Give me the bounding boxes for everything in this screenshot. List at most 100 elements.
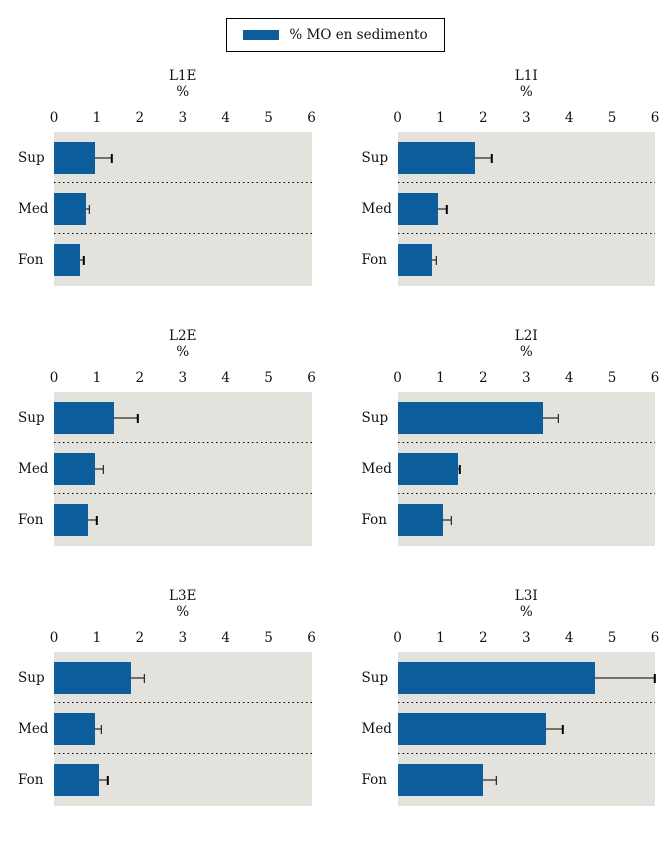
panel-body: Sup Med Fon 0 1 2 3 4 5 6 bbox=[356, 370, 659, 546]
x-tick-label: 3 bbox=[521, 370, 531, 386]
bar-sup bbox=[397, 661, 595, 694]
plot-wrap: 0 1 2 3 4 5 6 bbox=[393, 370, 659, 546]
category-band-fon bbox=[54, 235, 312, 286]
error-bar-cap bbox=[136, 413, 139, 423]
error-bar bbox=[88, 516, 98, 526]
bar-sup bbox=[54, 401, 115, 434]
error-bar bbox=[94, 464, 105, 474]
panel-title: L2E bbox=[169, 328, 197, 344]
panel-body: Sup Med Fon 0 1 2 3 4 5 6 bbox=[356, 110, 659, 286]
x-tick-label: 2 bbox=[479, 110, 488, 126]
category-band-sup bbox=[54, 652, 312, 704]
category-band-sup bbox=[397, 132, 655, 184]
y-axis-labels: Sup Med Fon bbox=[12, 110, 54, 286]
panel-l3i: L3I% Sup Med Fon 0 1 2 3 4 5 6 bbox=[356, 588, 659, 806]
charts-grid: L1E% Sup Med Fon 0 1 2 3 4 5 6 L1I% Sup Med Fon 0 1 2 3 4 5 6… bbox=[0, 62, 671, 806]
category-band-sup bbox=[54, 132, 312, 184]
error-bar-cap bbox=[96, 516, 98, 526]
error-bar bbox=[79, 256, 85, 266]
y-axis-labels: Sup Med Fon bbox=[356, 370, 398, 546]
panel-body: Sup Med Fon 0 1 2 3 4 5 6 bbox=[356, 630, 659, 806]
panel-title: L3E bbox=[169, 588, 197, 604]
category-band-med bbox=[54, 443, 312, 495]
error-bar-cap bbox=[106, 776, 109, 786]
error-bar bbox=[483, 776, 497, 786]
x-tick-label: 5 bbox=[264, 370, 273, 386]
y-axis-label-fon: Fon bbox=[361, 772, 387, 789]
x-tick-label: 4 bbox=[564, 110, 574, 126]
legend: % MO en sedimento bbox=[226, 18, 445, 52]
error-bar-cap bbox=[561, 724, 564, 734]
bar-fon bbox=[397, 764, 484, 797]
x-tick-label: 6 bbox=[307, 370, 316, 386]
x-tick-label: 4 bbox=[221, 110, 230, 126]
y-axis-label-fon: Fon bbox=[18, 512, 44, 529]
error-bar-cap bbox=[100, 724, 102, 734]
y-axis-labels: Sup Med Fon bbox=[356, 110, 398, 286]
y-axis-label-fon: Fon bbox=[18, 772, 44, 789]
x-tick-label: 4 bbox=[564, 630, 574, 646]
x-tick-label: 1 bbox=[92, 630, 102, 646]
y-axis-label-fon: Fon bbox=[18, 252, 44, 269]
x-tick-label: 3 bbox=[521, 110, 531, 126]
category-band-sup bbox=[397, 392, 655, 444]
x-tick-label: 6 bbox=[307, 110, 316, 126]
plot-area bbox=[397, 132, 656, 286]
error-bar-cap bbox=[143, 673, 145, 683]
error-bar bbox=[114, 413, 139, 423]
x-tick-label: 5 bbox=[264, 110, 273, 126]
panel-l2e: L2E% Sup Med Fon 0 1 2 3 4 5 6 bbox=[12, 328, 316, 546]
error-bar-cap bbox=[491, 153, 493, 163]
panel-subtitle: % bbox=[519, 344, 533, 360]
x-tick-label: 5 bbox=[607, 370, 617, 386]
x-tick-label: 5 bbox=[607, 630, 617, 646]
error-bar bbox=[438, 204, 448, 214]
x-tick-label: 4 bbox=[221, 370, 230, 386]
error-bar bbox=[431, 256, 437, 266]
x-tick-label: 1 bbox=[436, 110, 445, 126]
x-tick-label: 2 bbox=[479, 370, 488, 386]
legend-color-swatch bbox=[243, 30, 280, 40]
error-bar bbox=[94, 724, 102, 734]
category-band-med bbox=[397, 703, 655, 755]
error-bar bbox=[94, 153, 113, 163]
category-band-med bbox=[54, 183, 312, 235]
bar-fon bbox=[54, 764, 100, 797]
y-axis-labels: Sup Med Fon bbox=[12, 630, 54, 806]
bar-med bbox=[397, 452, 458, 485]
panel-title: L1E bbox=[169, 68, 197, 84]
error-bar-cap bbox=[495, 776, 497, 786]
category-band-fon bbox=[397, 235, 656, 286]
category-band-med bbox=[397, 443, 655, 495]
plot-area bbox=[54, 132, 312, 286]
bar-fon bbox=[397, 504, 443, 537]
x-tick-label: 1 bbox=[436, 630, 445, 646]
panel-subtitle: % bbox=[176, 84, 190, 100]
x-tick-label: 3 bbox=[521, 630, 531, 646]
error-bar-cap bbox=[557, 413, 560, 423]
x-tick-label: 1 bbox=[92, 110, 102, 126]
panel-title: L2I bbox=[514, 328, 538, 344]
error-bar-cap bbox=[435, 256, 437, 266]
y-axis-label-med: Med bbox=[361, 200, 392, 217]
bar-med bbox=[54, 192, 87, 225]
x-tick-label: 0 bbox=[49, 370, 59, 386]
x-tick-label: 3 bbox=[178, 370, 188, 386]
x-tick-label: 6 bbox=[307, 630, 316, 646]
plot-area bbox=[54, 392, 312, 546]
x-tick-label: 2 bbox=[135, 110, 145, 126]
x-tick-label: 4 bbox=[221, 630, 230, 646]
x-tick-label: 4 bbox=[564, 370, 574, 386]
x-axis-ticks: 0 1 2 3 4 5 6 bbox=[50, 370, 316, 386]
y-axis-label-sup: Sup bbox=[18, 669, 45, 686]
plot-area bbox=[397, 392, 655, 546]
panel-subtitle: % bbox=[176, 604, 190, 620]
panel-title: L1I bbox=[514, 68, 538, 84]
error-bar bbox=[442, 516, 452, 526]
plot-wrap: 0 1 2 3 4 5 6 bbox=[50, 370, 316, 546]
x-tick-label: 3 bbox=[178, 110, 188, 126]
y-axis-label-med: Med bbox=[361, 720, 392, 737]
category-band-fon bbox=[397, 755, 656, 806]
legend-label: % MO en sedimento bbox=[289, 27, 428, 43]
plot-wrap: 0 1 2 3 4 5 6 bbox=[393, 110, 659, 286]
